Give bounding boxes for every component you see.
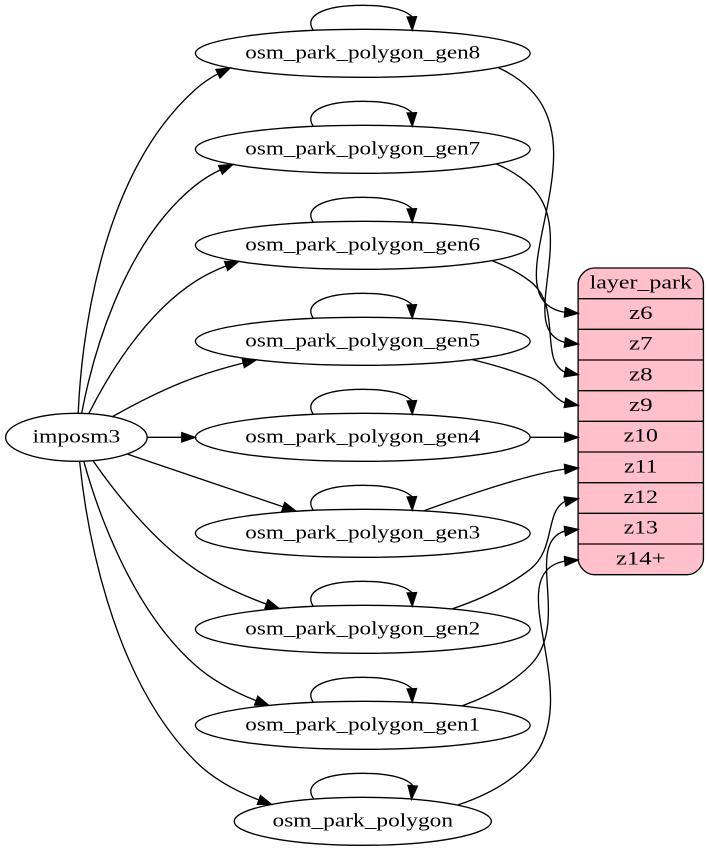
- svg-text:z8: z8: [629, 364, 653, 385]
- svg-text:osm_park_polygon_gen7: osm_park_polygon_gen7: [245, 138, 480, 159]
- svg-text:osm_park_polygon_gen5: osm_park_polygon_gen5: [245, 330, 480, 351]
- svg-text:osm_park_polygon_gen6: osm_park_polygon_gen6: [245, 234, 480, 255]
- svg-text:z9: z9: [629, 395, 653, 416]
- svg-text:z10: z10: [624, 426, 658, 447]
- svg-text:osm_park_polygon_gen3: osm_park_polygon_gen3: [245, 522, 480, 543]
- svg-text:z13: z13: [624, 518, 658, 539]
- svg-text:z7: z7: [629, 334, 653, 355]
- svg-text:osm_park_polygon: osm_park_polygon: [273, 810, 454, 831]
- svg-text:layer_park: layer_park: [590, 272, 693, 293]
- svg-text:osm_park_polygon_gen4: osm_park_polygon_gen4: [245, 426, 481, 447]
- svg-text:imposm3: imposm3: [32, 426, 120, 447]
- svg-text:osm_park_polygon_gen1: osm_park_polygon_gen1: [245, 714, 480, 735]
- svg-text:z14+: z14+: [616, 548, 666, 569]
- svg-text:z11: z11: [624, 456, 657, 477]
- svg-text:z12: z12: [624, 487, 658, 508]
- svg-text:osm_park_polygon_gen8: osm_park_polygon_gen8: [245, 42, 480, 63]
- svg-text:osm_park_polygon_gen2: osm_park_polygon_gen2: [245, 618, 480, 639]
- svg-text:z6: z6: [629, 303, 653, 324]
